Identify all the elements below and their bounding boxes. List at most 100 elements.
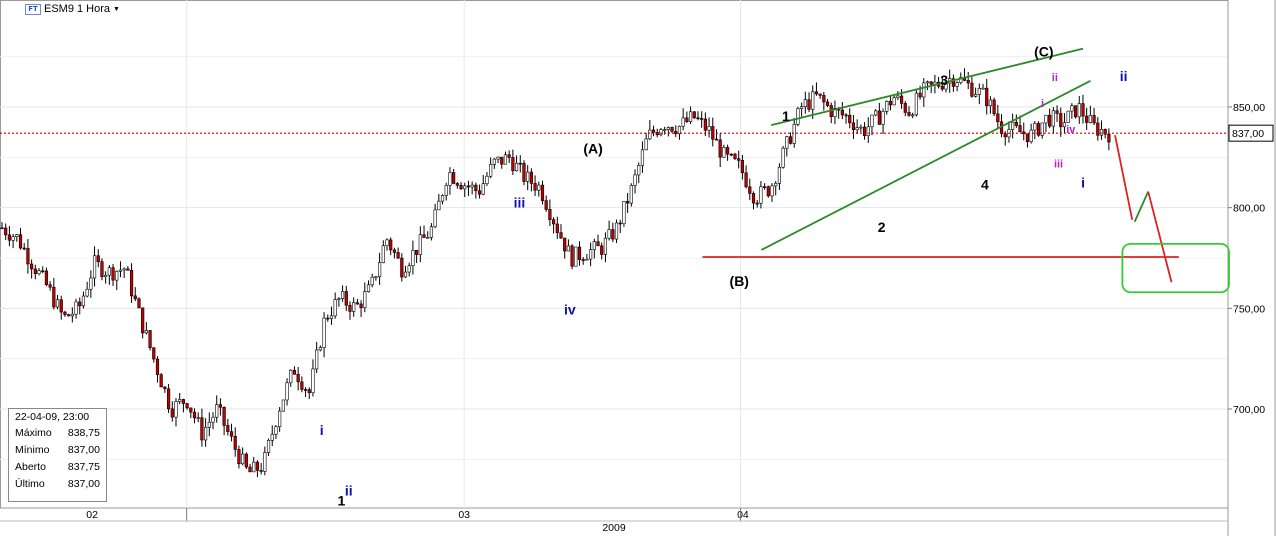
candle-up (81, 295, 86, 307)
candle-up (241, 453, 245, 465)
data-window: 22-04-09, 23:00 Máximo 838,75 Mínimo 837… (8, 408, 107, 502)
candle-up (607, 229, 611, 239)
candle-up (274, 426, 278, 435)
candle-up (363, 291, 367, 308)
candle-down (507, 154, 511, 158)
candle-up (481, 183, 485, 195)
candle-down (63, 311, 67, 315)
y-axis: 850,00 800,00 750,00 700,00 (1227, 0, 1276, 536)
target-zone-box (1121, 243, 1230, 294)
candle-down (344, 291, 348, 306)
candle-down (1055, 110, 1059, 114)
candle-up (1099, 129, 1104, 136)
candle-down (807, 99, 811, 110)
candle-up (207, 421, 211, 428)
candle-down (559, 232, 563, 239)
candle-up (870, 114, 874, 128)
candle-up (426, 237, 430, 239)
candle-up (403, 271, 408, 278)
candle-down (725, 147, 730, 155)
candle-up (333, 299, 337, 317)
candle-down (100, 261, 104, 278)
wave-label: iv (1066, 124, 1076, 136)
candle-up (37, 270, 41, 275)
candle-down (685, 117, 689, 122)
candle-up (377, 262, 382, 277)
candle-up (892, 97, 896, 106)
candle-down (41, 270, 45, 273)
candle-down (163, 386, 167, 390)
candle-down (355, 302, 359, 305)
candle-up (911, 114, 915, 117)
candle-up (781, 147, 785, 168)
candle-down (522, 162, 526, 182)
candle-up (196, 417, 200, 419)
candle-up (429, 226, 434, 238)
candle-down (970, 82, 974, 97)
info-label: Máximo (15, 427, 52, 439)
wave-label: (C) (1034, 44, 1053, 60)
candle-down (259, 470, 263, 472)
candle-up (774, 183, 778, 187)
candle-down (422, 234, 426, 238)
candle-up (663, 129, 667, 131)
chart-title[interactable]: ESM9 1 Hora (44, 3, 111, 15)
candle-down (548, 209, 552, 220)
candle-up (881, 111, 885, 125)
candle-down (692, 111, 696, 119)
candle-up (1011, 121, 1015, 130)
chart-header[interactable]: FT ESM9 1 Hora ▼ (25, 3, 120, 15)
candle-up (370, 276, 374, 286)
candle-down (918, 92, 922, 98)
candle-up (204, 426, 208, 441)
candle-down (518, 162, 522, 165)
candle-down (1085, 115, 1089, 123)
candle-up (433, 209, 437, 228)
candle-up (792, 124, 796, 144)
candle-up (1033, 123, 1037, 131)
candle-down (44, 270, 49, 285)
candle-up (833, 108, 837, 117)
candle-up (115, 270, 119, 281)
wave-label: 1 (782, 108, 790, 124)
candle-down (22, 247, 26, 250)
candle-down (307, 389, 311, 394)
candle-down (700, 118, 704, 120)
candle-up (633, 174, 637, 186)
candle-up (211, 416, 215, 423)
candle-down (7, 234, 12, 241)
candle-up (637, 165, 641, 176)
candle-up (1029, 129, 1033, 143)
candle-up (352, 302, 356, 312)
candle-down (229, 431, 234, 437)
candle-up (622, 201, 626, 225)
candle-up (122, 268, 126, 271)
candle-up (89, 277, 93, 290)
candle-up (174, 401, 178, 418)
candle-up (107, 267, 111, 276)
projection-up (1133, 191, 1150, 223)
candle-down (929, 81, 933, 85)
candle-up (437, 200, 441, 211)
candle-up (104, 274, 108, 278)
candle-down (233, 435, 237, 450)
candle-up (874, 110, 878, 116)
info-row-open: Aberto 837,75 (9, 459, 106, 476)
candle-down (1107, 133, 1111, 143)
candle-down (529, 171, 533, 184)
candle-up (585, 258, 589, 261)
candle-up (681, 117, 685, 127)
candle-down (611, 229, 615, 240)
candle-up (285, 382, 289, 401)
candle-down (618, 222, 622, 225)
candle-down (600, 245, 604, 255)
candle-down (415, 249, 419, 255)
candle-down (200, 417, 204, 441)
wave-label: iii (514, 195, 526, 211)
candle-down (581, 259, 585, 261)
candle-down (899, 95, 904, 104)
x-tick-label: 02 (86, 509, 98, 521)
chart-grid (0, 0, 1229, 509)
chevron-down-icon[interactable]: ▼ (113, 5, 120, 13)
